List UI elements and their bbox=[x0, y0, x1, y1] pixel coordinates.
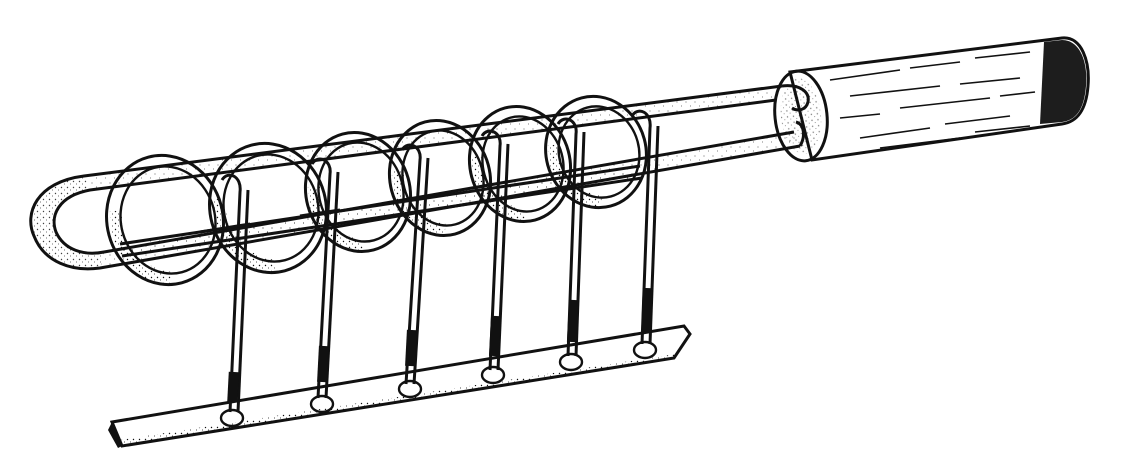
handle-grain bbox=[829, 51, 1036, 149]
post-5 bbox=[556, 117, 586, 357]
post-1 bbox=[220, 173, 250, 413]
post-4 bbox=[480, 129, 510, 371]
post-3 bbox=[400, 143, 430, 385]
ring-5 bbox=[467, 105, 573, 223]
rings bbox=[105, 94, 648, 287]
post-6 bbox=[630, 109, 660, 345]
bar-holes bbox=[219, 340, 658, 428]
handle bbox=[773, 36, 1090, 163]
handle-end-shade bbox=[1040, 40, 1087, 124]
base-bar bbox=[108, 324, 692, 448]
posts bbox=[220, 109, 660, 413]
rod-overlaps bbox=[199, 208, 341, 234]
